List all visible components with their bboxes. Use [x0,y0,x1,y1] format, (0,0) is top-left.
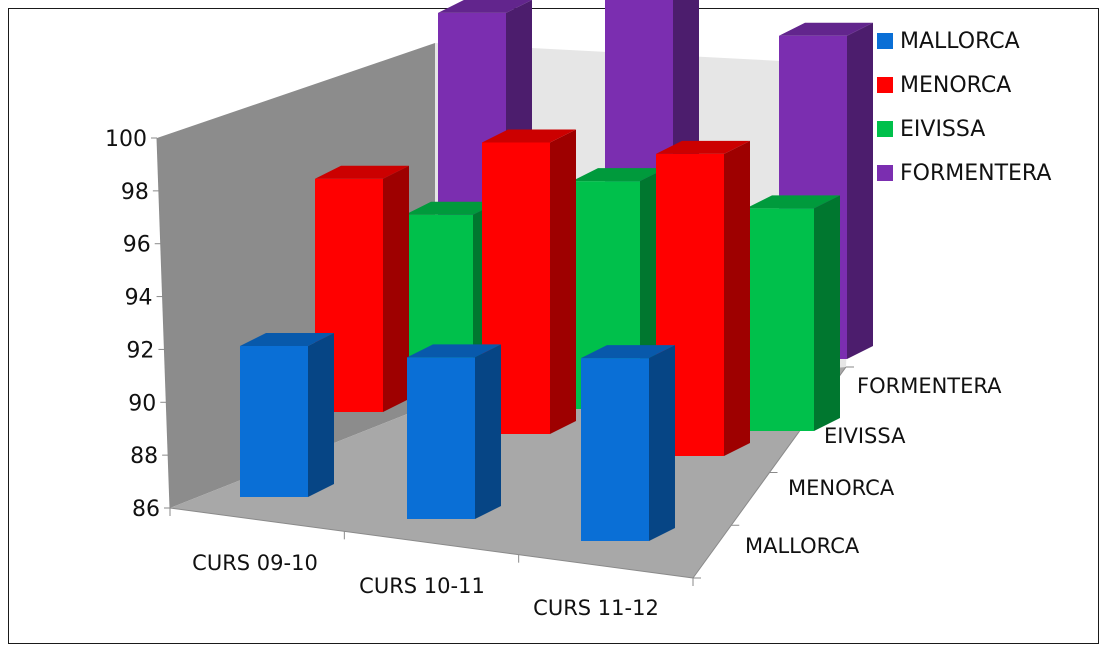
x-axis-line [169,507,694,579]
y-tick-label: 92 [126,338,154,363]
bar-side-face [814,195,840,431]
legend-label: EIVISSA [900,117,985,142]
bar-side-face [550,129,576,434]
y-axis-line [156,137,171,509]
bar-side-face [475,344,501,519]
x-tick-label: CURS 09-10 [192,551,318,575]
legend-label: FORMENTERA [900,161,1051,186]
bar-front-face [405,214,473,387]
bar-top-face [438,0,532,13]
depth-tick-label: FORMENTERA [857,374,1002,398]
bar-top-face [746,195,840,209]
bar-top-face [482,129,576,143]
bar-front-face [581,358,649,541]
legend-swatch [877,77,893,93]
legend: MALLORCA MENORCA EIVISSA FORMENTERA [877,29,1051,186]
bar-front-face [240,345,308,497]
bar-front-face [407,357,475,519]
y-tick-label: 94 [125,286,153,311]
legend-swatch [877,121,893,137]
depth-tick-label: EIVISSA [824,424,906,448]
depth-tick-label: MENORCA [788,476,895,500]
bar-top-face [581,345,675,359]
y-tick-label: 86 [132,497,160,522]
bar-top-face [240,332,334,346]
bar-side-face [847,22,873,359]
bar-side-face [308,332,334,497]
bar-side-face [649,345,675,541]
x-axis-ticks: CURS 09-10 CURS 10-11 CURS 11-12 [169,508,694,620]
bar-top-face [315,165,409,179]
bar-mallorca-1 [240,332,334,497]
y-tick-label: 96 [123,233,151,258]
legend-label: MENORCA [900,73,1011,98]
y-tick-label: 90 [128,391,156,416]
bar-side-face [724,140,750,456]
depth-tick-label: MALLORCA [745,534,860,558]
y-tick-label: 100 [105,127,147,152]
legend-label: MALLORCA [900,29,1020,54]
y-tick-label: 88 [130,444,158,469]
bar-mallorca-2 [407,344,501,519]
bar-top-face [656,140,750,154]
x-tick-label: CURS 11-12 [533,596,659,620]
y-axis-ticks: 100 98 96 94 92 90 88 86 [105,127,170,522]
bar-top-face [779,22,873,36]
depth-axis-ticks: MALLORCA MENORCA EIVISSA FORMENTERA [693,366,1002,579]
bar-side-face [383,165,409,412]
y-tick-label: 98 [121,180,149,205]
bar-front-face [746,208,814,431]
bar-top-face [405,201,499,215]
bars [240,0,873,541]
legend-swatch [877,33,893,49]
bar-top-face [407,344,501,358]
legend-swatch [877,165,893,181]
x-tick-label: CURS 10-11 [359,574,485,598]
bar-eivissa-3 [746,195,840,431]
bar-top-face [572,168,666,182]
bar-mallorca-3 [581,345,675,541]
